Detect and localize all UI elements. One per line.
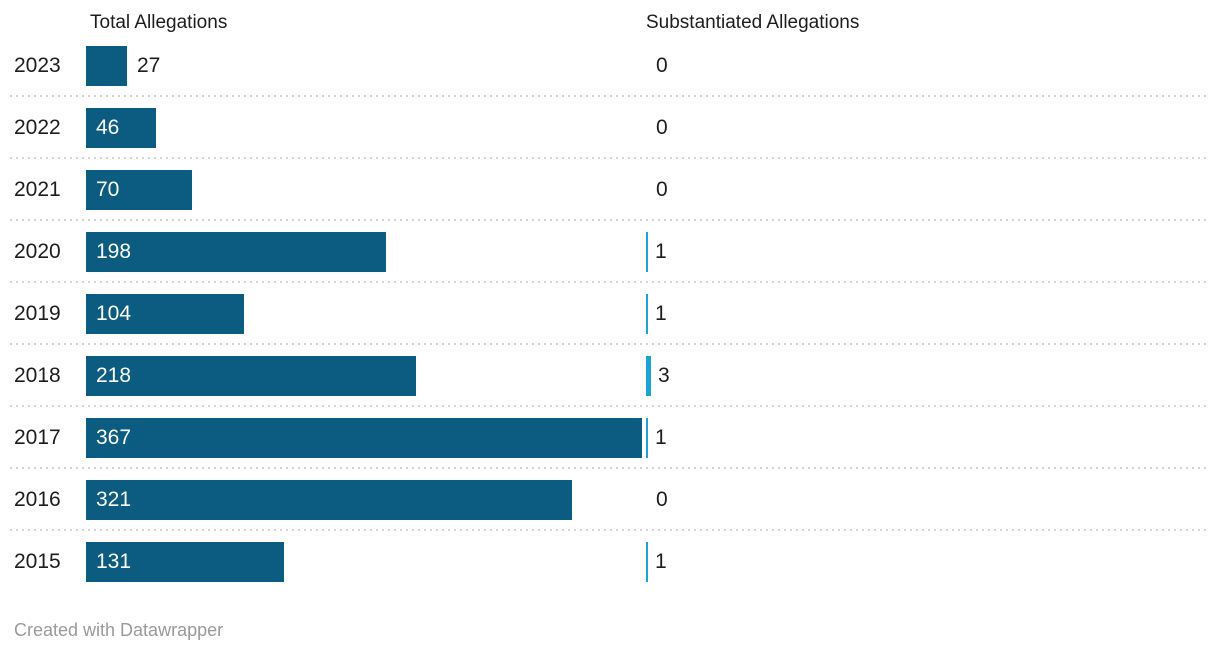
rows: 2023 27 0 2022 46 0 2021 70 0 2020 198 1 2019 104 1 201…: [0, 35, 1220, 593]
column-header-substantiated-allegations: Substantiated Allegations: [646, 12, 860, 33]
year-label: 2023: [14, 54, 61, 77]
column-headers: Total Allegations Substantiated Allegati…: [0, 0, 1220, 35]
substantiated-value-label: 0: [656, 178, 668, 201]
total-value-label: 104: [96, 302, 132, 325]
substantiated-value-label: 1: [655, 302, 667, 325]
table-row: 2023 27 0: [0, 35, 1220, 97]
total-value-label: 218: [96, 364, 132, 387]
year-label: 2015: [14, 550, 61, 573]
total-value-label: 321: [96, 488, 132, 511]
year-label: 2017: [14, 426, 61, 449]
substantiated-allegations-bar: [646, 356, 651, 396]
total-value-label: 367: [96, 426, 132, 449]
year-label: 2020: [14, 240, 61, 263]
substantiated-value-label: 0: [656, 116, 668, 139]
datawrapper-credit-link[interactable]: Created with Datawrapper: [14, 620, 224, 640]
year-label: 2016: [14, 488, 61, 511]
table-row: 2017 367 1: [0, 407, 1220, 469]
total-allegations-bar: [86, 46, 127, 86]
table-row: 2021 70 0: [0, 159, 1220, 221]
table-row: 2018 218 3: [0, 345, 1220, 407]
substantiated-allegations-bar: [646, 418, 648, 458]
total-allegations-bar: [86, 480, 572, 520]
total-value-label: 27: [137, 54, 161, 77]
total-value-label: 198: [96, 240, 132, 263]
total-allegations-bar: [86, 418, 642, 458]
total-allegations-bar: [86, 542, 284, 582]
total-value-label: 131: [96, 550, 132, 573]
substantiated-value-label: 0: [656, 54, 668, 77]
table-row: 2020 198 1: [0, 221, 1220, 283]
table-row: 2019 104 1: [0, 283, 1220, 345]
total-allegations-bar: [86, 108, 156, 148]
total-allegations-bar: [86, 170, 192, 210]
table-row: 2016 321 0: [0, 469, 1220, 531]
total-allegations-bar: [86, 356, 416, 396]
table-row: 2015 131 1: [0, 531, 1220, 593]
year-label: 2018: [14, 364, 61, 387]
substantiated-value-label: 1: [655, 240, 667, 263]
substantiated-allegations-bar: [646, 294, 648, 334]
substantiated-value-label: 1: [655, 550, 667, 573]
substantiated-value-label: 3: [658, 364, 670, 387]
total-allegations-bar: [86, 294, 244, 334]
total-value-label: 70: [96, 178, 120, 201]
year-label: 2021: [14, 178, 61, 201]
substantiated-value-label: 0: [656, 488, 668, 511]
column-header-total-allegations: Total Allegations: [90, 12, 228, 33]
table-row: 2022 46 0: [0, 97, 1220, 159]
total-value-label: 46: [96, 116, 120, 139]
substantiated-value-label: 1: [655, 426, 667, 449]
year-label: 2019: [14, 302, 61, 325]
substantiated-allegations-bar: [646, 542, 648, 582]
substantiated-allegations-bar: [646, 232, 648, 272]
year-label: 2022: [14, 116, 61, 139]
total-allegations-bar: [86, 232, 386, 272]
